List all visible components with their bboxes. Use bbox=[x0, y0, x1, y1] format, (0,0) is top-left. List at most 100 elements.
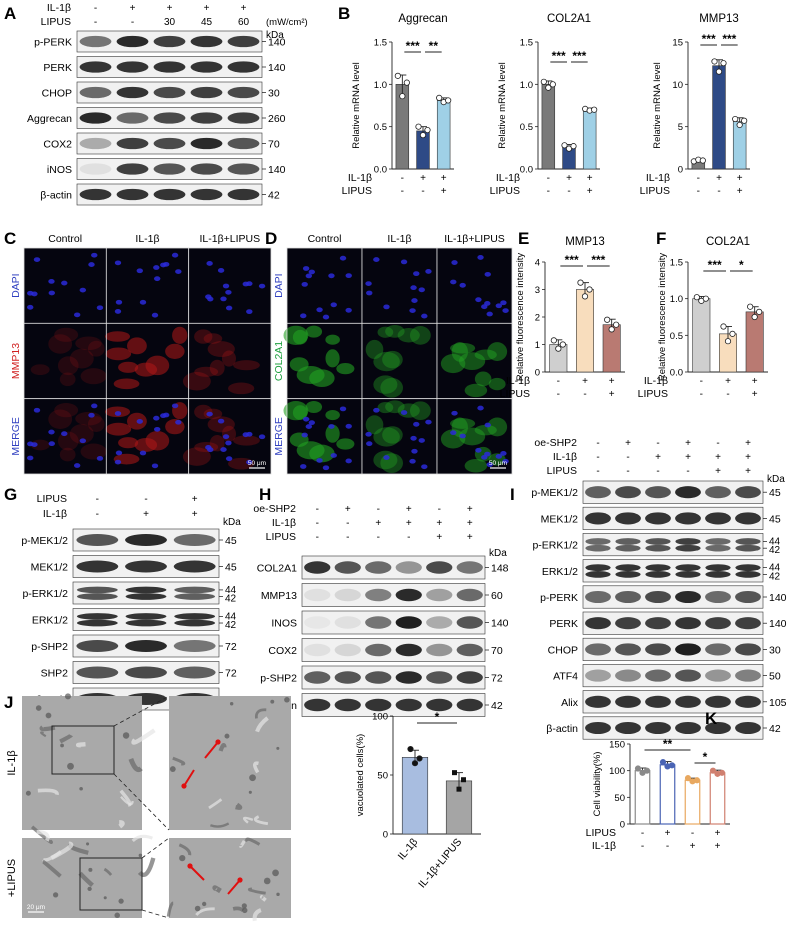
scale-bar-label: 50 μm bbox=[248, 460, 266, 467]
treatment-value: + bbox=[587, 186, 593, 197]
data-point bbox=[720, 323, 727, 330]
treatment-value: - bbox=[656, 466, 659, 477]
kda-header: kDa bbox=[489, 548, 507, 559]
column-header: IL-1β+LIPUS bbox=[444, 233, 505, 245]
treatment-value: 45 bbox=[201, 17, 213, 28]
blot-band bbox=[365, 616, 392, 629]
y-tick-label: 50 bbox=[377, 771, 388, 782]
nucleus bbox=[91, 252, 98, 258]
arrow-icon bbox=[204, 741, 219, 759]
kda-value: 50 bbox=[769, 671, 781, 683]
nucleus bbox=[495, 454, 503, 459]
stain-blob bbox=[165, 419, 185, 435]
sig-label: *** bbox=[406, 39, 420, 53]
blot-band bbox=[645, 590, 671, 604]
vacuole bbox=[169, 766, 176, 772]
y-axis-label: Cell viability(%) bbox=[592, 752, 603, 817]
kda-value: 45 bbox=[225, 562, 237, 574]
blot-band bbox=[675, 721, 701, 735]
y-tick-label: 1.0 bbox=[670, 294, 683, 305]
data-point bbox=[561, 142, 568, 149]
treatment-value: + bbox=[241, 3, 247, 14]
nucleus bbox=[61, 431, 68, 437]
cell-texture bbox=[252, 908, 262, 922]
blot-band bbox=[153, 137, 186, 150]
nucleus bbox=[400, 259, 408, 265]
blot-band bbox=[735, 512, 761, 525]
column-header: IL-1β bbox=[387, 233, 411, 245]
data-point bbox=[445, 97, 452, 104]
blot-band bbox=[79, 61, 112, 73]
phase-contrast-tile bbox=[169, 696, 291, 830]
treatment-label: IL-1β bbox=[644, 375, 668, 387]
treatment-value: + bbox=[752, 389, 758, 400]
nucleus bbox=[222, 283, 230, 289]
data-point bbox=[608, 326, 615, 333]
treatment-value: + bbox=[566, 173, 572, 184]
kda-value: 148 bbox=[491, 563, 509, 575]
stain-blob bbox=[365, 415, 384, 435]
stain-blob bbox=[373, 351, 400, 372]
nucleus bbox=[217, 418, 225, 424]
stain-blob bbox=[336, 438, 355, 450]
treatment-value: - bbox=[547, 173, 550, 184]
sig-label: *** bbox=[552, 49, 566, 63]
stain-blob bbox=[113, 378, 140, 390]
data-point bbox=[403, 79, 410, 86]
stain-blob bbox=[105, 347, 132, 361]
stain-blob bbox=[309, 369, 335, 387]
blot-band bbox=[645, 512, 671, 525]
stain-blob bbox=[325, 334, 340, 345]
nucleus bbox=[413, 421, 420, 427]
kda-value: 105 bbox=[769, 697, 787, 709]
nucleus bbox=[48, 441, 55, 447]
vacuole bbox=[284, 697, 290, 703]
blot-band bbox=[125, 534, 167, 546]
treatment-value: + bbox=[345, 504, 351, 515]
chart-B-aggrecan: Aggrecan 0.0 0.5 1.0 1.5 Relative mRNA level *… bbox=[342, 13, 454, 197]
blot-band bbox=[705, 544, 731, 552]
band-label: p-ERK1/2 bbox=[22, 588, 68, 600]
scale-bar-label: 20 μm bbox=[27, 904, 45, 911]
y-tick-label: 150 bbox=[609, 740, 625, 751]
stain-blob bbox=[87, 416, 105, 432]
kda-value: 140 bbox=[769, 592, 787, 604]
y-tick-label: 0.0 bbox=[520, 165, 533, 176]
vacuole bbox=[249, 774, 256, 782]
treatment-value: + bbox=[420, 173, 426, 184]
stain-blob bbox=[365, 339, 384, 360]
blot-band bbox=[334, 616, 361, 629]
blot-band bbox=[705, 617, 731, 630]
nucleus bbox=[217, 268, 225, 273]
stain-blob bbox=[80, 368, 107, 385]
panel-label-h: H bbox=[259, 485, 271, 504]
nucleus bbox=[475, 447, 482, 453]
y-tick-label: 0.5 bbox=[520, 122, 533, 133]
treatment-value: + bbox=[690, 841, 696, 852]
blot-band bbox=[645, 721, 671, 735]
nucleus bbox=[345, 423, 352, 429]
cell-texture bbox=[118, 820, 125, 829]
band-label: MEK1/2 bbox=[541, 513, 579, 525]
blot-band bbox=[76, 640, 119, 652]
nucleus bbox=[220, 296, 227, 302]
data-point bbox=[709, 767, 717, 774]
panel-label-g: G bbox=[4, 485, 17, 504]
column-header: Control bbox=[308, 233, 342, 245]
treatment-value: + bbox=[587, 173, 593, 184]
treatment-value: + bbox=[715, 841, 721, 852]
nucleus bbox=[73, 463, 81, 468]
blot-band bbox=[735, 617, 761, 630]
band-label: PERK bbox=[43, 62, 72, 74]
kda-value: 45 bbox=[769, 487, 781, 499]
treatment-value: - bbox=[567, 186, 570, 197]
panel-label-a: A bbox=[4, 4, 16, 23]
blot-band bbox=[173, 560, 216, 573]
nucleus bbox=[225, 289, 232, 295]
treatment-value: - bbox=[96, 494, 99, 505]
nucleus bbox=[451, 410, 458, 416]
blot-band bbox=[615, 669, 641, 682]
blot-band bbox=[645, 669, 671, 682]
zoom-box bbox=[79, 857, 143, 911]
nucleus bbox=[425, 269, 432, 274]
